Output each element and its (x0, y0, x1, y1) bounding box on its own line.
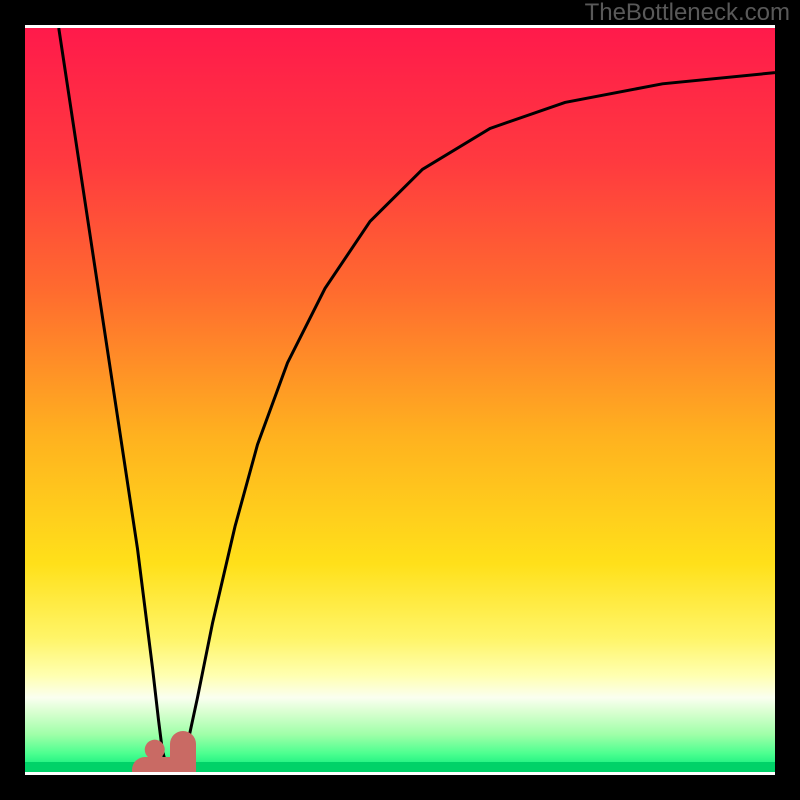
bottleneck-curve (25, 28, 775, 772)
minimum-marker (145, 740, 165, 760)
watermark-text: TheBottleneck.com (585, 0, 796, 26)
chart-root: TheBottleneck.com (0, 0, 800, 800)
plot-area (25, 28, 775, 772)
curve-path (59, 28, 775, 766)
